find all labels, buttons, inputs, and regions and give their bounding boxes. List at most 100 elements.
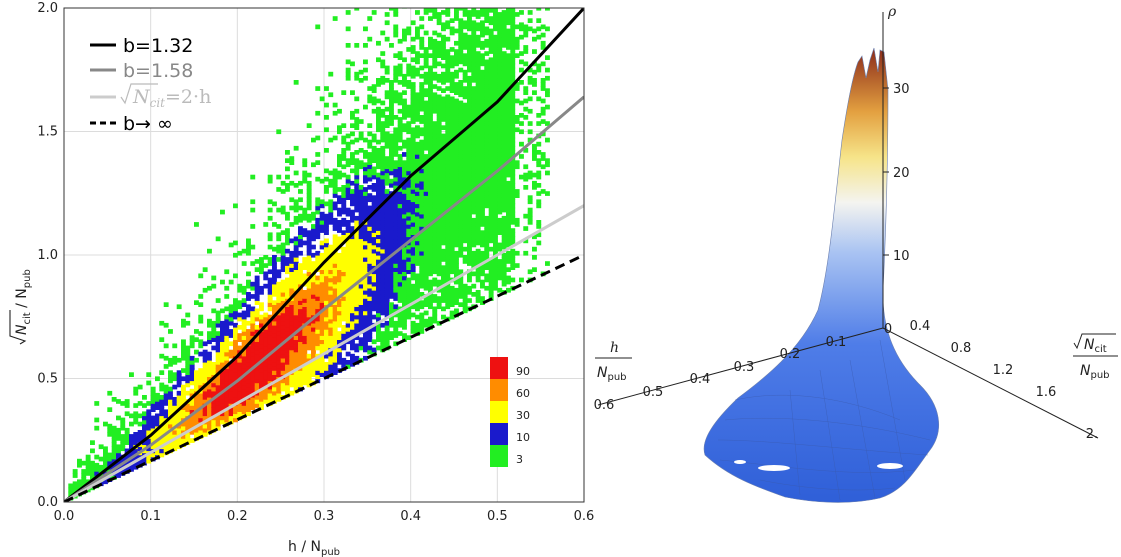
density-surface [703, 47, 939, 503]
density-cell [389, 154, 394, 159]
density-cell [133, 440, 139, 445]
cit-axis-tick-label: 2. [1086, 427, 1098, 442]
density-cell [341, 279, 347, 285]
density-cell [111, 434, 117, 439]
density-cell [458, 158, 464, 163]
density-cell [419, 275, 425, 281]
density-cell [436, 172, 442, 178]
density-cell [311, 318, 316, 324]
density-cell [168, 395, 173, 400]
density-cell [341, 271, 347, 277]
h-axis-tick-label: 0.6 [594, 398, 615, 413]
density-cell [363, 248, 368, 254]
density-cell [419, 312, 425, 318]
density-cell [363, 302, 368, 307]
density-cell [484, 285, 490, 291]
density-cell [384, 12, 390, 17]
density-cell [384, 180, 390, 186]
density-cell [393, 213, 399, 219]
density-cell [402, 73, 407, 79]
density-cell [341, 357, 347, 363]
density-cell [445, 205, 451, 211]
density-cell [371, 100, 377, 106]
density-cell [436, 242, 442, 248]
density-cell [181, 438, 186, 443]
density-cell [467, 261, 472, 266]
density-cell [393, 32, 399, 38]
density-cell [172, 421, 178, 427]
density-cell [397, 187, 403, 192]
density-cell [484, 80, 490, 85]
density-cell [311, 162, 316, 168]
density-cell [376, 185, 381, 190]
density-cell [311, 277, 316, 283]
density-cell [454, 168, 459, 174]
density-cell [540, 110, 546, 116]
density-cell [384, 156, 390, 161]
density-cell [480, 176, 485, 182]
density-cell [306, 304, 312, 310]
density-cell [510, 158, 516, 163]
density-cell [384, 267, 390, 272]
density-cell [302, 232, 308, 238]
density-cell [458, 174, 464, 180]
density-cell [77, 483, 82, 489]
density-cell [415, 327, 420, 332]
density-cell [341, 329, 347, 334]
density-cell [471, 250, 477, 256]
density-cell [211, 345, 217, 351]
density-cell [415, 314, 420, 320]
density-cell [202, 399, 208, 404]
density-cell [432, 47, 438, 52]
density-cell [423, 158, 429, 163]
density-cell [276, 339, 282, 345]
density-cell [454, 180, 459, 186]
density-cell [376, 226, 381, 231]
density-cell [402, 82, 407, 87]
density-cell [510, 67, 516, 73]
density-cell [393, 283, 399, 289]
density-cell [449, 121, 455, 126]
density-cell [363, 355, 368, 361]
density-cell [371, 133, 377, 139]
density-cell [501, 220, 507, 225]
density-cell [345, 67, 351, 73]
density-cell [501, 67, 507, 73]
density-cell [272, 300, 277, 305]
density-cell [159, 432, 165, 437]
density-cell [471, 238, 477, 244]
density-cell [484, 150, 490, 155]
density-cell [545, 121, 550, 126]
h-axis-tick-label: 0.1 [826, 335, 847, 350]
density-cell [510, 43, 516, 48]
density-cell [406, 277, 412, 283]
density-cell [367, 139, 373, 145]
density-cell [527, 75, 533, 81]
density-cell [211, 419, 217, 425]
density-cell [189, 368, 195, 373]
density-cell [397, 224, 403, 229]
density-cell [397, 314, 403, 320]
density-cell [298, 296, 303, 301]
density-cell [172, 355, 178, 361]
density-cell [462, 143, 468, 149]
density-cell [293, 355, 299, 361]
density-cell [428, 102, 433, 108]
density-cell [432, 137, 438, 143]
density-cell [215, 380, 221, 386]
density-cell [358, 217, 364, 223]
density-cell [189, 335, 195, 340]
density-cell [302, 240, 308, 246]
density-cell [441, 314, 446, 320]
density-cell [471, 131, 477, 137]
density-cell [350, 152, 355, 157]
density-cell [311, 298, 316, 303]
density-cell [298, 370, 303, 375]
density-cell [328, 244, 334, 250]
density-cell [449, 187, 455, 192]
density-cell [497, 36, 503, 42]
density-cell [345, 314, 351, 320]
density-cell [467, 224, 472, 229]
density-cell [376, 242, 381, 248]
density-cell [475, 71, 481, 77]
